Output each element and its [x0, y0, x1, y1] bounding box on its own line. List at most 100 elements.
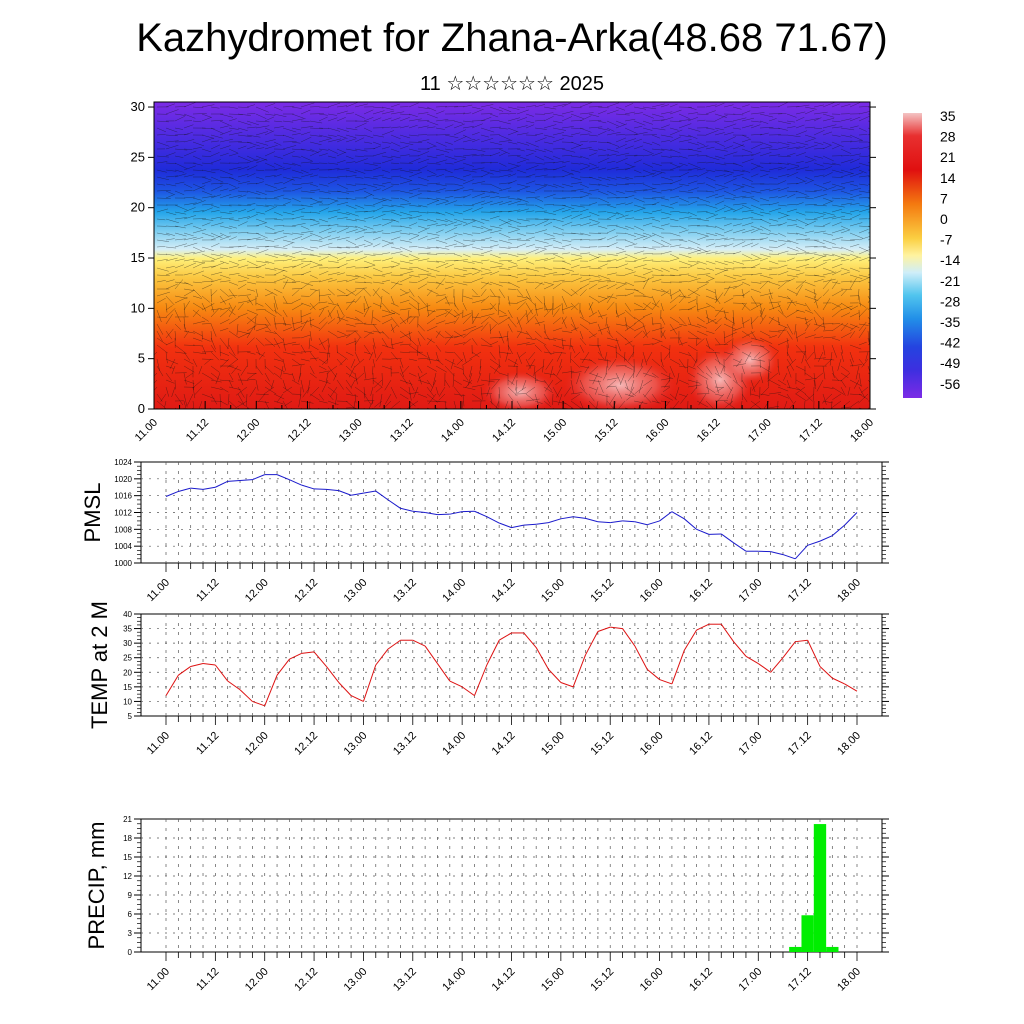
temp-line-segment — [178, 666, 191, 676]
temp-line-segment — [362, 664, 377, 702]
x-tick-label: 15.12 — [588, 730, 616, 758]
pmsl-panel: 1000 1004 1008 1012 1016 1020 1024 11.00 11.12 12… — [80, 458, 889, 605]
x-tick-label: 16.12 — [687, 966, 715, 994]
temp-line-segment — [264, 675, 278, 706]
x-tick-label: 15.00 — [539, 730, 567, 758]
temp-line-segment — [190, 663, 204, 667]
temp-line-segment — [770, 657, 784, 673]
precip-bar — [789, 946, 802, 952]
pmsl-line-segment — [351, 492, 364, 496]
temp-line-segment — [585, 631, 599, 656]
pmsl-line-segment — [560, 516, 574, 520]
pmsl-line-segment — [338, 490, 352, 496]
precip-bar — [826, 946, 839, 952]
pmsl-line-segment — [215, 480, 228, 488]
y-tick-label: 1024 — [114, 458, 132, 467]
y-tick-label: 40 — [123, 610, 132, 619]
x-tick-label: 13.12 — [388, 417, 416, 445]
temp-line-segment — [757, 663, 771, 673]
pmsl-line-segment — [844, 512, 858, 526]
x-tick-label: 17.12 — [786, 730, 814, 758]
warm-core — [720, 335, 780, 385]
colorbar-label: -49 — [940, 355, 960, 371]
x-tick-label: 14.00 — [439, 417, 467, 445]
temp-line-segment — [535, 647, 549, 670]
y-tick-label: 25 — [131, 149, 145, 164]
x-tick-label: 11.00 — [145, 577, 172, 604]
temp-line-segment — [560, 682, 574, 688]
x-tick-label: 11.00 — [133, 417, 160, 444]
panel-frame — [140, 461, 883, 564]
x-tick-label: 11.00 — [145, 966, 172, 993]
pmsl-line-segment — [276, 474, 290, 481]
x-tick-label: 16.00 — [638, 730, 666, 758]
pmsl-line-segment — [647, 520, 660, 526]
pmsl-line-segment — [831, 524, 845, 537]
pmsl-line-segment — [573, 516, 586, 519]
x-tick-label: 18.00 — [835, 577, 863, 605]
x-tick-label: 18.00 — [835, 966, 863, 994]
y-tick-label: 1004 — [114, 542, 132, 551]
pmsl-line-segment — [610, 520, 623, 524]
y-tick-label: 1016 — [114, 492, 132, 501]
temp-line-segment — [733, 641, 747, 657]
temp-line-segment — [634, 645, 648, 670]
temp-line-segment — [671, 650, 685, 685]
y-tick-label: 15 — [123, 683, 132, 692]
pmsl-line-segment — [178, 487, 191, 492]
x-tick-label: 16.12 — [695, 417, 723, 445]
colorbar-label: -14 — [940, 252, 960, 268]
temp-line-segment — [412, 639, 426, 647]
pmsl-line-segment — [659, 511, 673, 522]
temp-line-segment — [289, 652, 302, 660]
y-tick-label: 15 — [131, 250, 145, 265]
x-tick-label: 16.00 — [644, 417, 672, 445]
x-tick-label: 13.12 — [391, 577, 419, 605]
pmsl-line-segment — [683, 518, 697, 530]
x-tick-label: 13.00 — [342, 966, 370, 994]
pmsl-line-segment — [622, 520, 635, 523]
temp-panel: 5 10 15 20 25 30 35 40 11.00 11.12 12.00 12.12 13.00… — [87, 601, 889, 758]
precip-panel: 0 3 6 9 12 15 18 21 11.00 11.12 12.00 12.12 13.00 13.… — [84, 815, 889, 994]
x-tick-label: 14.00 — [440, 577, 468, 605]
temp-line-segment — [387, 639, 401, 650]
y-tick-label: 1020 — [114, 475, 132, 484]
pmsl-line-segment — [301, 484, 315, 490]
colorbar-label: 0 — [940, 211, 948, 227]
y-tick-label: 0 — [128, 948, 133, 957]
pmsl-line-segment — [412, 510, 426, 513]
y-axis-title: PMSL — [80, 483, 105, 543]
y-tick-label: 20 — [123, 668, 132, 677]
pmsl-line-segment — [548, 518, 562, 524]
x-tick-label: 17.12 — [786, 966, 814, 994]
temp-line-segment — [523, 632, 537, 648]
pmsl-line-segment — [634, 521, 648, 526]
temp-line-segment — [795, 639, 808, 643]
x-tick-label: 18.00 — [835, 730, 863, 758]
pmsl-line-segment — [696, 528, 710, 535]
pmsl-line-segment — [387, 499, 401, 509]
x-tick-label: 11.12 — [184, 417, 211, 444]
pmsl-line-segment — [794, 544, 809, 560]
x-tick-label: 12.12 — [286, 417, 314, 445]
heatmap-panel: 0 5 10 15 20 25 30 11.00 11.12 12.00 12.12 13.00 13… — [131, 99, 877, 445]
x-tick-label: 17.12 — [797, 417, 825, 445]
pmsl-line-segment — [326, 488, 339, 492]
panel-frame — [140, 613, 883, 717]
temp-line-segment — [375, 648, 389, 666]
x-tick-label: 12.00 — [243, 730, 271, 758]
y-tick-label: 9 — [128, 891, 133, 900]
wind-vector-lines — [154, 102, 870, 409]
temp-line-segment — [745, 655, 759, 664]
x-tick-label: 17.00 — [746, 417, 774, 445]
pmsl-line-segment — [807, 540, 821, 546]
y-tick-label: 10 — [123, 697, 132, 706]
x-tick-label: 12.12 — [292, 730, 320, 758]
temp-line-segment — [350, 695, 364, 702]
temp-line-segment — [202, 663, 216, 666]
x-tick-label: 15.00 — [541, 417, 569, 445]
temp-line-segment — [597, 626, 611, 632]
temp-line-segment — [610, 626, 623, 630]
pmsl-line-segment — [190, 487, 204, 490]
x-tick-label: 12.12 — [292, 966, 320, 994]
